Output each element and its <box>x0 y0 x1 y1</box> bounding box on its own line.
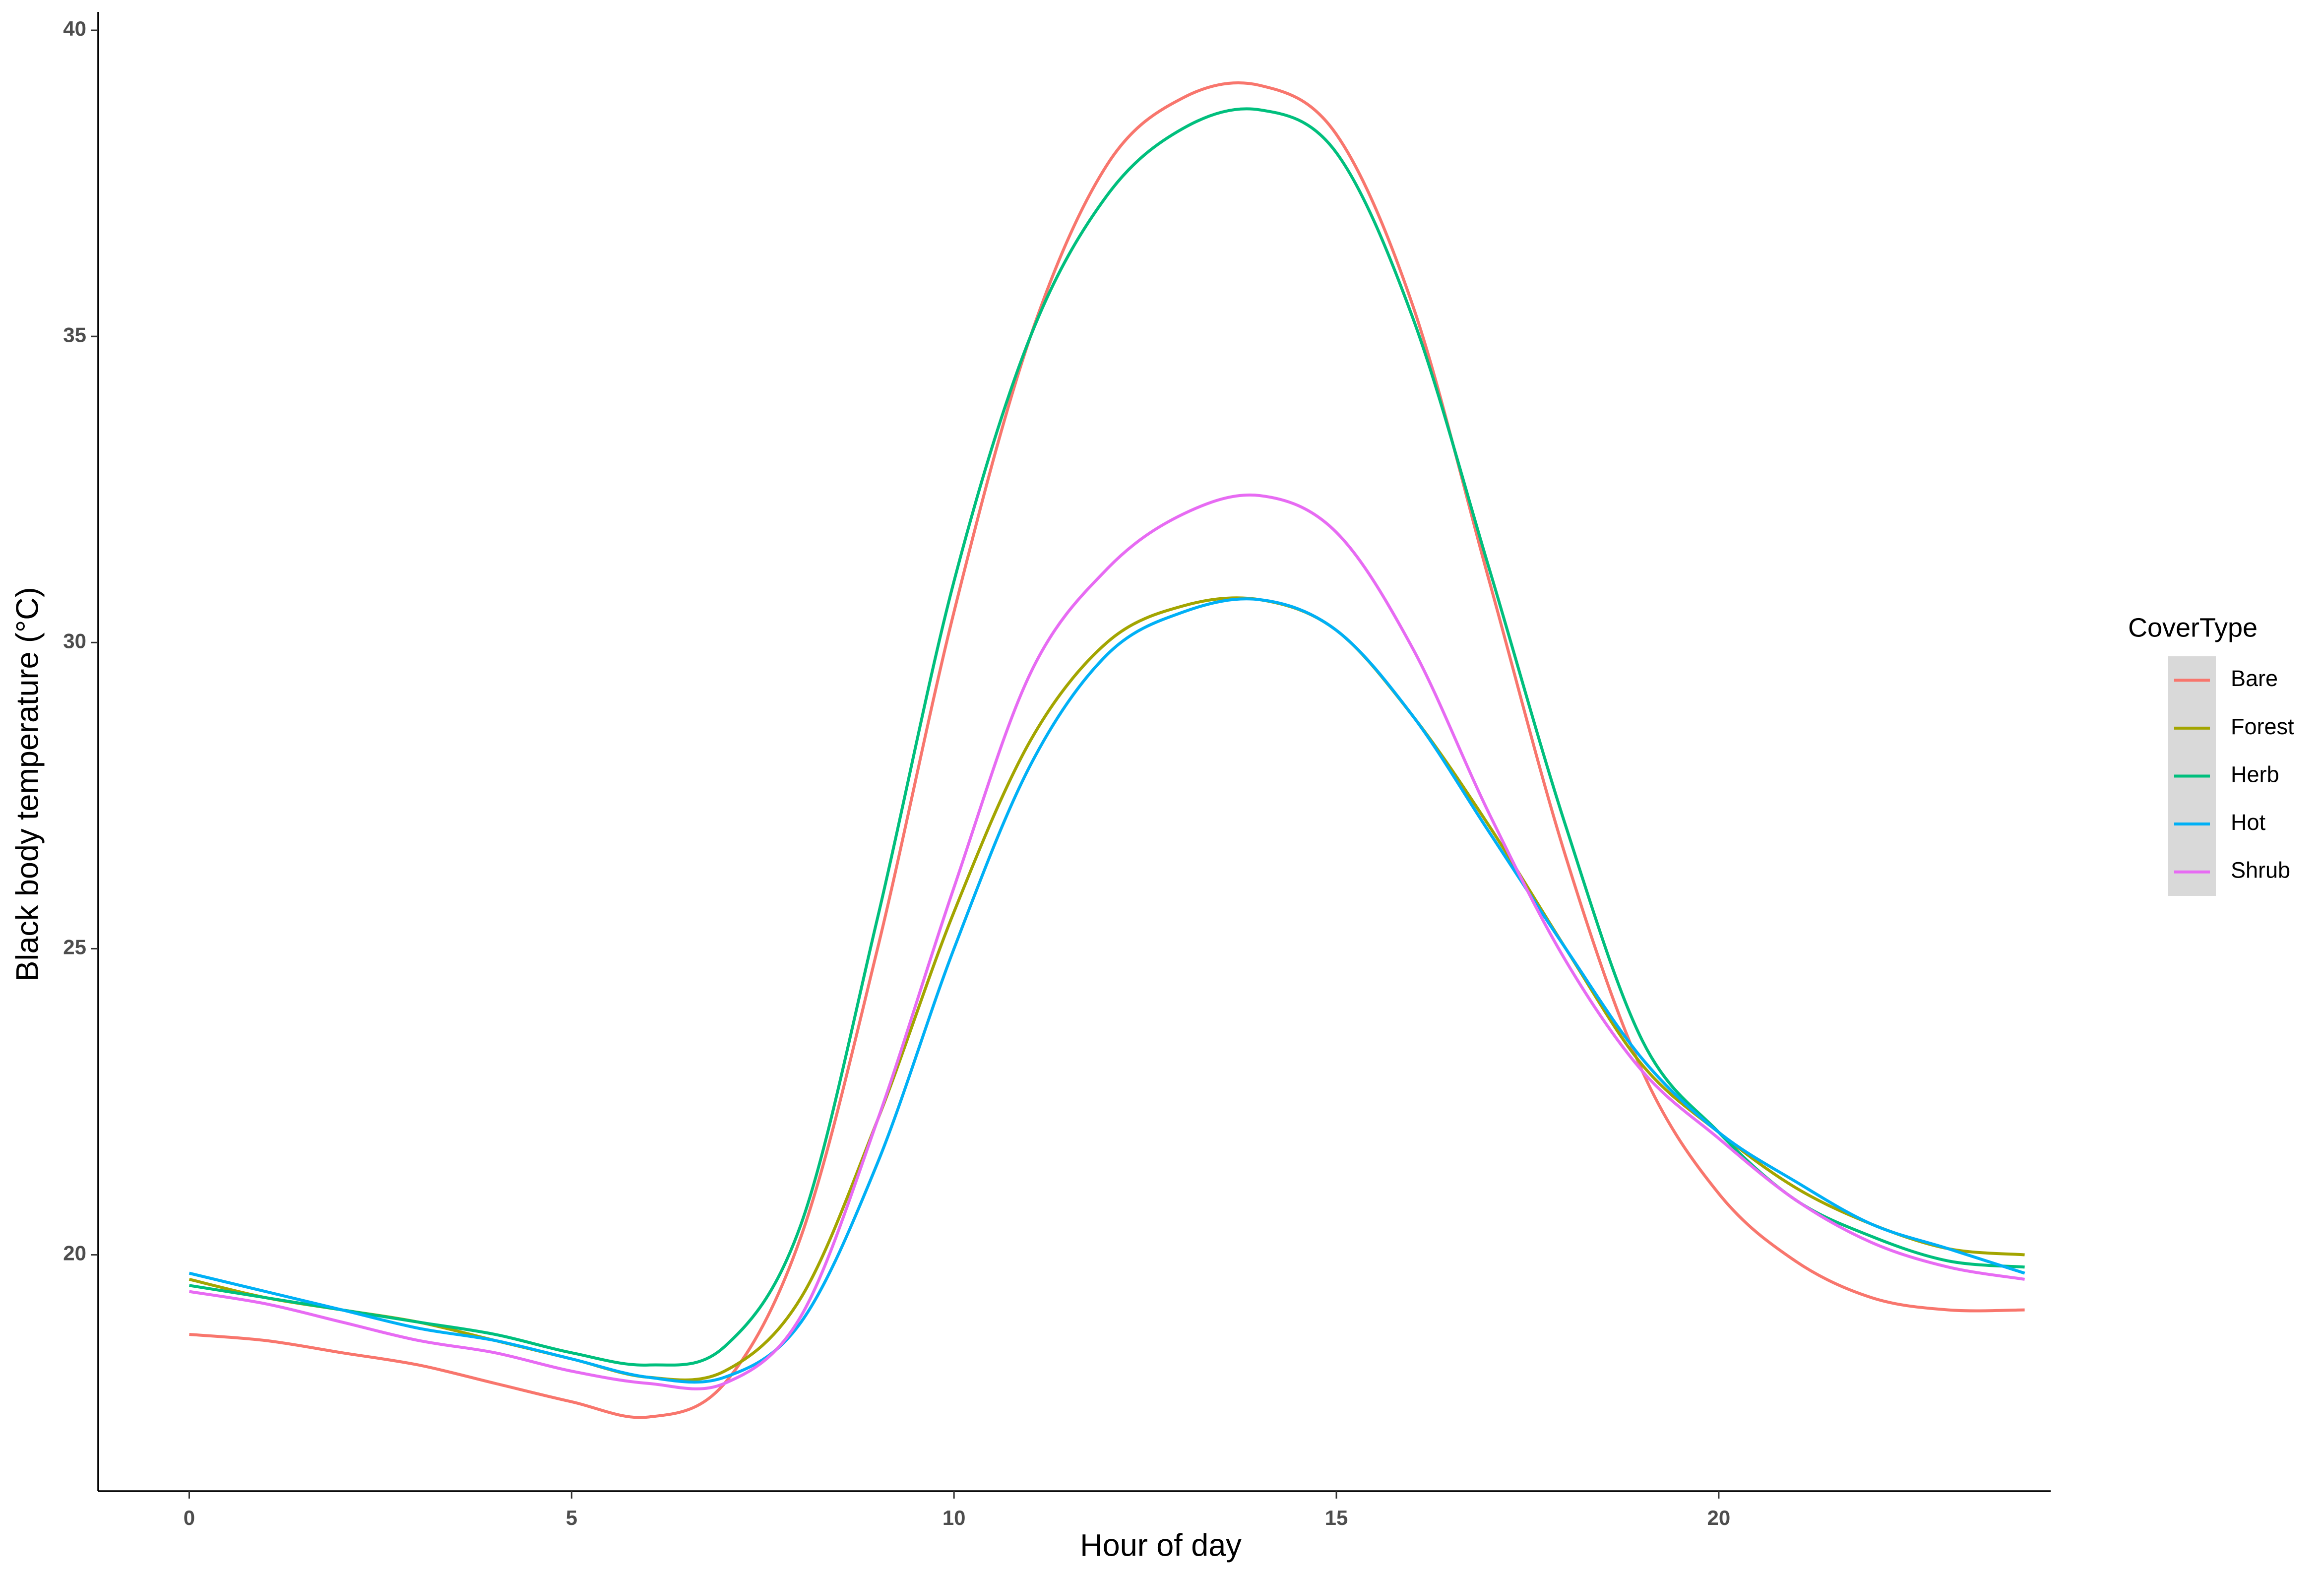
legend-label: Forest <box>2231 714 2294 739</box>
x-axis-label: Hour of day <box>1080 1528 1242 1563</box>
y-tick-label: 25 <box>63 936 86 959</box>
y-tick-label: 30 <box>63 629 86 652</box>
legend-label: Shrub <box>2231 858 2290 883</box>
y-tick-label: 35 <box>63 323 86 346</box>
x-tick-label: 15 <box>1325 1506 1348 1529</box>
legend-label: Bare <box>2231 666 2278 691</box>
legend-title: CoverType <box>2128 613 2258 642</box>
series-line <box>189 81 2025 1419</box>
x-tick-label: 20 <box>1707 1506 1731 1529</box>
series-line <box>188 596 2025 1382</box>
legend-label: Hot <box>2231 810 2266 835</box>
x-tick-label: 0 <box>184 1506 195 1529</box>
series-line <box>188 107 2025 1367</box>
y-axis-label: Black body temperature (°C) <box>10 587 45 981</box>
series-line <box>188 597 2025 1384</box>
legend-label: Herb <box>2231 761 2279 787</box>
x-tick-label: 5 <box>566 1506 577 1529</box>
y-tick-label: 20 <box>63 1242 86 1265</box>
x-tick-label: 10 <box>942 1506 966 1529</box>
y-tick-label: 40 <box>63 17 86 40</box>
series-line <box>188 493 2025 1390</box>
